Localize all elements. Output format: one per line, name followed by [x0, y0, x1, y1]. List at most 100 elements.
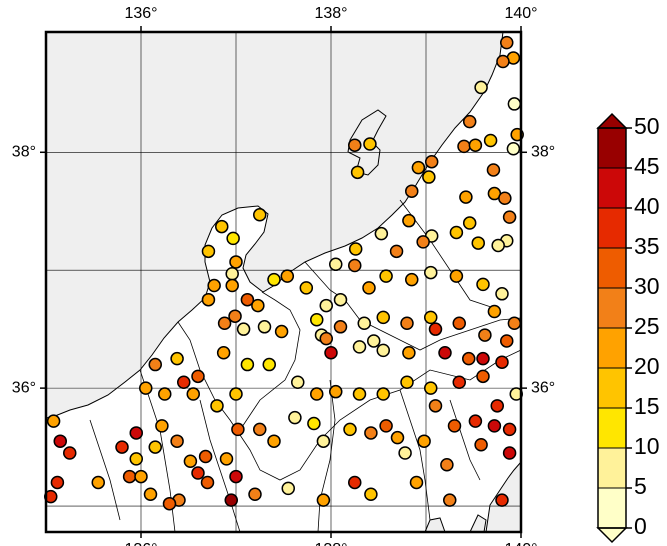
station-point [210, 399, 224, 413]
colorbar-label: 40 [634, 193, 660, 219]
station-point [143, 487, 158, 502]
station-point [267, 272, 281, 287]
station-point [162, 496, 177, 511]
borders [89, 199, 522, 533]
station-point [462, 114, 477, 129]
station-point [343, 422, 357, 437]
colorbar-label: 25 [634, 313, 660, 339]
station-point [91, 475, 105, 490]
station-point [329, 384, 343, 399]
station-point [400, 375, 414, 389]
station-point [139, 381, 153, 395]
station-point [350, 165, 365, 180]
colorbar-segment [597, 487, 627, 529]
station-point [253, 208, 267, 222]
station-point [462, 351, 476, 366]
station-point [198, 449, 213, 464]
station-point [307, 416, 321, 431]
station-point [348, 242, 363, 256]
station-point [374, 226, 389, 241]
station-point [226, 231, 240, 246]
colorbar-segment [597, 287, 627, 329]
station-point [352, 340, 367, 354]
station-point [476, 277, 490, 292]
station-point [376, 387, 390, 401]
station-point [452, 316, 466, 331]
station-point [357, 316, 371, 331]
station-point [329, 257, 343, 272]
colorbar-label: 45 [634, 153, 660, 179]
station-point [324, 346, 338, 360]
station-point [228, 309, 242, 323]
station-point [251, 298, 265, 313]
station-point [409, 475, 424, 490]
station-point [201, 292, 216, 307]
station-point [474, 437, 488, 452]
station-point [291, 375, 305, 389]
station-point [496, 54, 510, 69]
station-point [333, 320, 348, 334]
station-point [115, 440, 129, 454]
x-tick-label: 136° [124, 541, 157, 546]
station-point [502, 210, 517, 224]
station-point [225, 278, 239, 293]
station-point [225, 266, 239, 281]
station-point [148, 357, 162, 372]
x-tick-label: 138° [314, 541, 347, 546]
x-tick-label: 140° [504, 5, 537, 22]
y-tick-label: 38° [531, 144, 555, 161]
station-point [319, 331, 333, 346]
station-point [229, 255, 243, 269]
x-tick-label: 136° [124, 5, 157, 22]
colorbar-segment [597, 447, 627, 489]
colorbar-label: 50 [634, 113, 660, 139]
station-point [186, 387, 200, 401]
station-point [248, 487, 262, 502]
station-point [46, 414, 61, 428]
station-point [219, 452, 234, 466]
colorbar-label: 0 [634, 513, 647, 539]
station-point [459, 190, 473, 204]
station-point [364, 487, 378, 502]
station-point [310, 312, 324, 327]
station-point [63, 446, 77, 460]
station-point [262, 357, 276, 372]
station-point [443, 493, 457, 507]
colorbar-segment [597, 367, 627, 409]
station-point [440, 458, 454, 472]
station-point [500, 334, 514, 348]
station-point [424, 154, 439, 169]
station-point [191, 369, 205, 384]
colorbar-label: 20 [634, 353, 660, 379]
station-point [363, 137, 377, 151]
station-point [236, 322, 251, 336]
station-point [471, 236, 485, 250]
station-point [490, 399, 504, 413]
station-point [240, 357, 255, 372]
station-point [428, 399, 443, 413]
station-point [379, 269, 393, 283]
station-point [447, 419, 462, 433]
station-point [411, 160, 426, 175]
station-point [183, 454, 198, 468]
colorbar-label: 10 [634, 433, 660, 459]
station-point [390, 430, 405, 445]
colorbar-over [596, 112, 628, 129]
station-point [487, 304, 502, 319]
station-point [215, 219, 229, 234]
station-point [348, 475, 362, 490]
x-tick-label: 140° [504, 541, 537, 546]
station-point [224, 493, 238, 507]
station-point [207, 278, 221, 293]
colorbar-segment [597, 247, 627, 289]
station-point [348, 138, 362, 152]
station-point [134, 469, 148, 484]
colorbar-segment [597, 327, 627, 369]
station-point [462, 216, 477, 230]
station-point [348, 258, 362, 273]
station-point [424, 381, 438, 395]
frame [44, 30, 523, 534]
station-point [402, 346, 416, 360]
station-point [281, 481, 295, 496]
